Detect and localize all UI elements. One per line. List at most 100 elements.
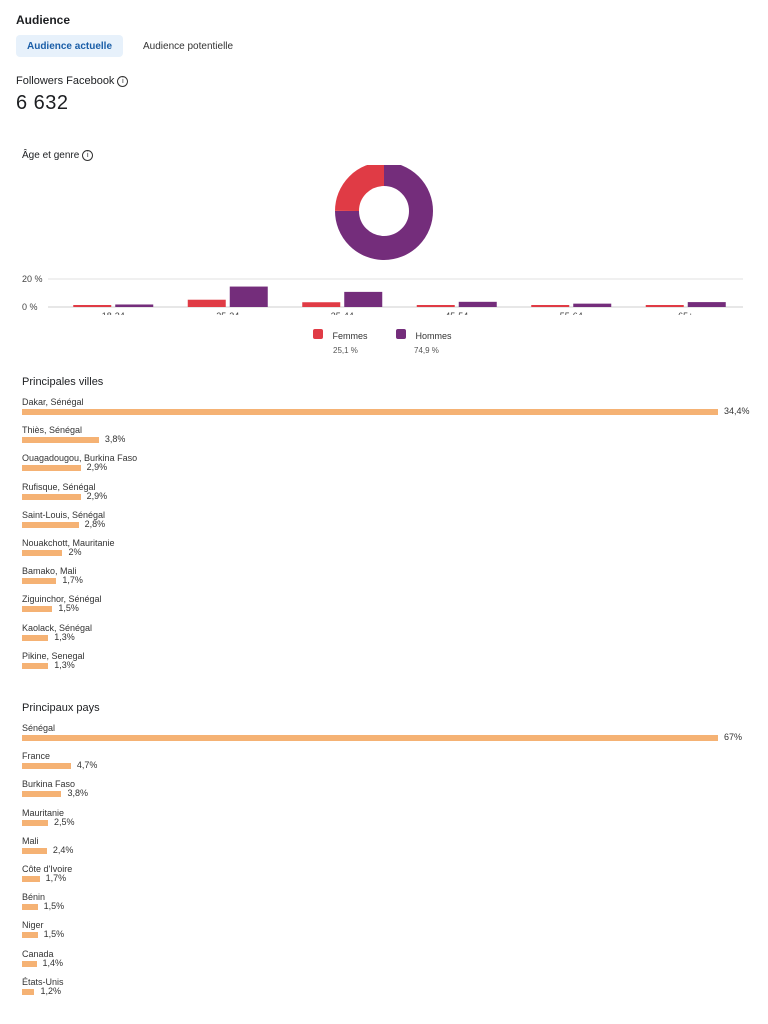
bar-femmes-55-64[interactable] [531,305,570,307]
country-row: Bénin 1,5% [22,892,752,920]
x-tick-label: 45-54 [445,311,468,315]
row-bar [22,521,79,528]
row-label: Rufisque, Sénégal [22,481,96,492]
row-bar [22,437,99,444]
city-row: Saint-Louis, Sénégal 2,8% [22,510,752,538]
country-row: Mauritanie 2,5% [22,808,752,836]
x-tick-label: 35-44 [331,311,354,315]
row-label: Saint-Louis, Sénégal [22,509,106,520]
city-row: Ouagadougou, Burkina Faso 2,9% [22,453,752,481]
countries-title: Principaux pays [22,702,100,714]
country-row: États-Unis 1,2% [22,977,752,1005]
row-label: Dakar, Sénégal [22,397,84,407]
row-label: France [22,751,51,762]
bar-hommes-65+[interactable] [687,302,726,307]
row-label: Canada [22,948,54,959]
bar-hommes-35-44[interactable] [344,291,383,307]
row-percentage: 4,7% [76,760,98,771]
row-bar [22,662,49,669]
donut-hole [361,188,407,234]
bar-femmes-45-54[interactable] [416,305,455,307]
city-row: Dakar, Sénégal 34,4% [22,397,752,425]
row-bar [22,578,57,585]
row-percentage: 1,3% [54,631,75,642]
country-row: Canada 1,4% [22,949,752,977]
legend-hommes: Hommes 74,9 % [396,326,476,355]
tab-potential-audience[interactable]: Audience potentielle [143,40,234,52]
age-gender-chart: 20 % 0 % 18-24 25-34 35-44 45-54 55-64 65+ [22,165,743,315]
row-bar [22,409,718,415]
age-bars: 18-24 25-34 35-44 45-54 55-64 65+ [73,286,726,315]
row-percentage: 1,5% [43,901,65,912]
x-tick-label: 65+ [678,311,693,315]
row-bar [22,988,35,995]
row-percentage: 1,4% [42,957,64,968]
info-icon[interactable]: i [117,75,129,87]
row-bar [22,735,718,741]
donut-slice-femmes[interactable] [335,165,433,260]
row-label: États-Unis [22,976,64,987]
row-label: Kaolack, Sénégal [22,622,93,633]
row-label: Nouakchott, Mauritanie [22,538,115,548]
row-label: Bénin [22,892,46,903]
country-row: Niger 1,5% [22,920,752,948]
legend-pct: 74,9 % [414,346,439,355]
city-row: Ziguinchor, Sénégal 1,5% [22,594,752,622]
row-label: Sénégal [22,723,56,733]
row-label: Côte d'Ivoire [22,864,73,874]
row-percentage: 2,5% [53,816,75,827]
bar-hommes-45-54[interactable] [458,301,497,307]
y-tick-label: 20 % [22,274,43,284]
x-tick-label: 18-24 [102,311,125,315]
row-label: Mali [22,835,39,846]
legend-femmes: Femmes 25,1 % [313,326,393,355]
legend-label: Femmes [332,331,368,341]
row-label: Bamako, Mali [22,566,77,577]
city-row: Rufisque, Sénégal 2,9% [22,482,752,510]
row-percentage: 3,8% [67,788,88,799]
row-percentage: 3,8% [104,434,126,445]
row-bar [22,634,49,641]
row-bar [22,847,47,854]
info-icon[interactable]: i [82,150,94,161]
age-gender-label-row: Âge et genre i [22,150,94,161]
row-bar [22,791,62,798]
row-label: Niger [22,920,44,931]
tab-current-audience[interactable]: Audience actuelle [16,35,123,57]
followers-label-row: Followers Facebook i [16,75,129,87]
bar-femmes-35-44[interactable] [302,302,341,307]
bar-hommes-25-34[interactable] [229,286,268,307]
row-label: Mauritanie [22,807,65,818]
bar-hommes-55-64[interactable] [573,303,612,307]
row-percentage: 1,2% [40,985,61,996]
row-bar [22,932,38,939]
row-percentage: 2,9% [86,462,108,473]
bar-femmes-65+[interactable] [645,305,684,307]
row-bar [22,493,81,500]
country-row: Mali 2,4% [22,836,752,864]
city-row: Bamako, Mali 1,7% [22,566,752,594]
row-percentage: 1,5% [58,603,79,614]
row-label: Ziguinchor, Sénégal [22,594,102,605]
bar-hommes-18-24[interactable] [115,304,154,307]
row-label: Burkina Faso [22,779,76,790]
row-percentage: 1,7% [45,873,67,883]
femmes-swatch [313,329,323,339]
row-bar [22,465,81,472]
x-tick-label: 55-64 [560,311,583,315]
age-gender-label: Âge et genre [22,150,80,161]
city-row: Pikine, Senegal 1,3% [22,651,752,679]
row-bar [22,904,38,911]
bar-femmes-25-34[interactable] [187,299,226,307]
row-label: Pikine, Senegal [22,650,85,661]
gender-donut [335,165,433,260]
row-percentage: 1,7% [62,575,83,586]
hommes-swatch [396,329,406,339]
bar-femmes-18-24[interactable] [73,305,112,307]
row-percentage: 67% [724,732,743,742]
row-percentage: 1,5% [43,929,65,940]
row-bar [22,819,48,826]
legend-pct: 25,1 % [333,346,358,355]
city-row: Nouakchott, Mauritanie 2% [22,538,752,566]
city-row: Kaolack, Sénégal 1,3% [22,623,752,651]
